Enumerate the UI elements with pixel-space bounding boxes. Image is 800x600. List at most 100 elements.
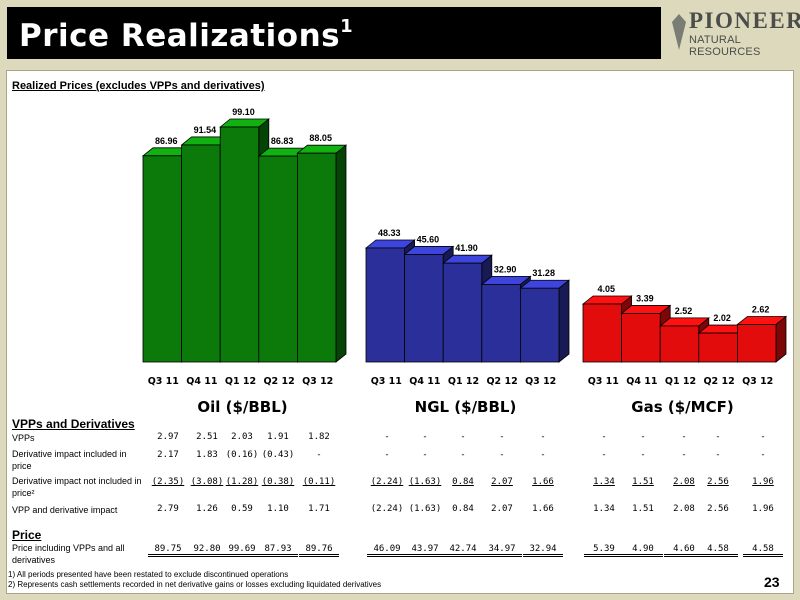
oil-category-label-2: Q1 12 [225, 376, 256, 387]
oil-cell: 1.10 [267, 504, 289, 514]
ngl-value-label-3: 32.90 [494, 264, 517, 274]
gas-cell: 5.39 [584, 544, 624, 557]
oil-cell: 2.79 [157, 504, 179, 514]
ngl-cell: (2.24) [370, 504, 404, 514]
gas-value-label-4: 2.62 [752, 304, 770, 314]
gas-bar-1 [621, 313, 661, 363]
ngl-bar-1 [404, 254, 444, 363]
ngl-cell: - [384, 432, 390, 442]
price-section-header: Price [12, 528, 42, 542]
ngl-bar-side-4 [558, 279, 570, 363]
ngl-value-label-0: 48.33 [378, 228, 401, 238]
gas-cell: 1.34 [593, 504, 615, 514]
ngl-category-label-0: Q3 11 [371, 376, 402, 387]
chart-subtitle: Realized Prices (excludes VPPs and deriv… [12, 80, 265, 92]
ngl-cell: - [540, 432, 546, 442]
gas-bar-2 [659, 325, 700, 363]
footnote-1: 1) All periods presented have been resta… [8, 570, 289, 579]
oil-cell: 0.59 [231, 504, 253, 514]
ngl-cell: 2.07 [491, 504, 513, 514]
ngl-bar-4 [520, 287, 560, 363]
oil-cell: 99.69 [222, 544, 262, 557]
ngl-cell: - [422, 432, 428, 442]
gas-cell: - [681, 450, 687, 460]
gas-chart-title: Gas ($/MCF) [631, 398, 733, 416]
ngl-value-label-1: 45.60 [417, 234, 440, 244]
page-number: 23 [764, 574, 780, 590]
ngl-cell: - [540, 450, 546, 460]
ngl-bar-2 [442, 262, 483, 363]
ngl-cell: 1.66 [532, 504, 554, 514]
oil-cell: 2.17 [157, 450, 179, 460]
ngl-cell: - [460, 450, 466, 460]
gas-cell: 1.96 [752, 504, 774, 514]
row-label: Derivative impact not included in price² [12, 476, 142, 498]
row-label: VPPs [12, 433, 35, 443]
ngl-category-label-1: Q4 11 [409, 376, 440, 387]
gas-category-label-3: Q2 12 [703, 376, 734, 387]
oil-cell: (0.43) [261, 450, 295, 460]
ngl-cell: 46.09 [367, 544, 407, 557]
oil-chart-title: Oil ($/BBL) [197, 398, 287, 416]
ngl-cell: (1.63) [408, 504, 442, 514]
oil-category-label-3: Q2 12 [263, 376, 294, 387]
row-label: Price including VPPs and all derivatives [12, 543, 125, 565]
ngl-cell: 0.84 [452, 477, 474, 487]
ngl-cell: 2.07 [491, 477, 513, 487]
gas-cell: - [640, 450, 646, 460]
oil-bar-side-4 [335, 144, 347, 363]
ngl-bar-3 [481, 283, 521, 363]
gas-cell: - [681, 432, 687, 442]
ngl-cell: 34.97 [482, 544, 522, 557]
ngl-cell: 43.97 [405, 544, 445, 557]
price-charts: 86.96 Q3 11 91.54 Q4 11 99.10 Q1 12 86.83 Q2 12… [141, 107, 788, 416]
gas-value-label-1: 3.39 [636, 293, 654, 303]
oil-value-label-0: 86.96 [155, 136, 178, 146]
oil-value-label-2: 99.10 [232, 107, 255, 117]
gas-cell: - [601, 450, 607, 460]
slide-title-text: Price Realizations [19, 18, 341, 54]
gas-cell: 2.08 [673, 504, 695, 514]
oil-cell: 1.26 [196, 504, 218, 514]
gas-cell: 2.56 [707, 504, 729, 514]
gas-cell: - [640, 432, 646, 442]
oil-cell: (2.35) [151, 477, 185, 487]
gas-cell: - [601, 432, 607, 442]
oil-category-label-4: Q3 12 [302, 376, 333, 387]
gas-cell: 2.08 [673, 477, 695, 487]
gas-category-label-1: Q4 11 [626, 376, 657, 387]
footnote-2: 2) Represents cash settlements recorded … [8, 580, 382, 589]
oil-cell: 1.82 [308, 432, 330, 442]
oil-value-label-4: 88.05 [309, 133, 332, 143]
logo-subtitle: NATURAL RESOURCES [689, 34, 761, 58]
ngl-cell: - [499, 432, 505, 442]
ngl-cell: 1.66 [532, 477, 554, 487]
gas-bar-3 [698, 332, 738, 363]
oil-cell: (0.16) [225, 450, 259, 460]
oil-cell: (3.08) [190, 477, 224, 487]
gas-cell: 4.58 [698, 544, 738, 557]
oil-cell: (1.28) [225, 477, 259, 487]
oil-bar-2 [219, 126, 260, 363]
oil-cell: 89.75 [148, 544, 188, 557]
oil-bar-4 [296, 152, 337, 363]
oil-bar-3 [258, 155, 298, 363]
row-label: Derivative impact included in price [12, 449, 127, 471]
oil-cell: 1.83 [196, 450, 218, 460]
ngl-cell: - [384, 450, 390, 460]
gas-cell: 4.58 [743, 544, 783, 557]
oil-cell: 89.76 [299, 544, 339, 557]
ngl-cell: (1.63) [408, 477, 442, 487]
gas-cell: 4.90 [623, 544, 663, 557]
oil-cell: 1.91 [267, 432, 289, 442]
row-label: VPP and derivative impact [12, 505, 118, 515]
gas-cell: - [715, 432, 721, 442]
gas-category-label-4: Q3 12 [742, 376, 773, 387]
oil-cell: 92.80 [187, 544, 227, 557]
gas-cell: - [760, 432, 766, 442]
ngl-cell: 0.84 [452, 504, 474, 514]
ngl-cell: 32.94 [523, 544, 563, 557]
ngl-cell: - [460, 432, 466, 442]
gas-category-label-2: Q1 12 [665, 376, 696, 387]
vpp-section-header: VPPs and Derivatives [12, 417, 135, 431]
